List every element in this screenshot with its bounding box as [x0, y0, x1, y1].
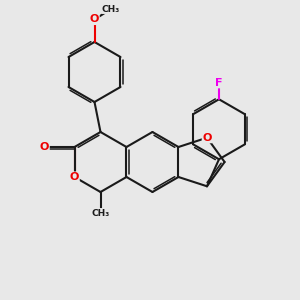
- Text: O: O: [40, 142, 49, 152]
- Text: O: O: [70, 172, 79, 182]
- Text: F: F: [215, 78, 223, 88]
- Text: O: O: [90, 14, 99, 25]
- Text: CH₃: CH₃: [102, 4, 120, 14]
- Text: CH₃: CH₃: [92, 208, 110, 217]
- Text: O: O: [202, 133, 212, 143]
